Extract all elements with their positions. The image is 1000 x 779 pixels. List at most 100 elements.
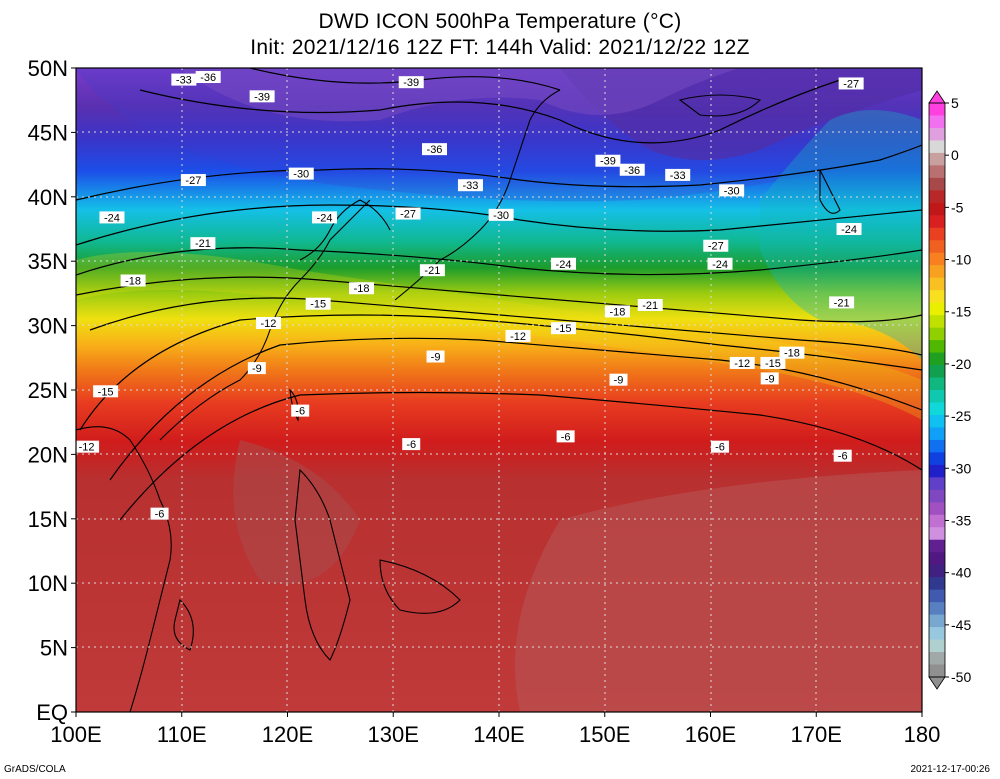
contour-label-bg: [719, 184, 745, 197]
contour-label-bg: [488, 208, 514, 221]
contour-label: -24: [712, 259, 728, 271]
footer-credit: GrADS/COLA: [4, 764, 66, 775]
contour-label-bg: [349, 282, 375, 295]
longitude-axis: 100E 110E 120E 130E 140E 150E 160E 170E 180: [50, 712, 940, 747]
colorbar-swatch: [929, 577, 945, 591]
contour-label: -15: [98, 386, 114, 398]
colorbar-swatch: [929, 614, 945, 628]
colorbar-label: -10: [951, 252, 971, 268]
colorbar-label: 5: [951, 95, 959, 111]
lon-tick-label: 170E: [791, 722, 842, 747]
colorbar-swatch: [929, 190, 945, 204]
contour-label-bg: [637, 298, 663, 311]
contour-label-bg: [288, 167, 314, 180]
colorbar-swatch: [929, 402, 945, 416]
contour-label: -15: [310, 299, 326, 311]
colorbar-swatch: [929, 464, 945, 478]
contour-label: -6: [561, 431, 571, 443]
colorbar-swatch: [929, 240, 945, 254]
contour-label: -30: [493, 210, 509, 222]
contour-label: -6: [715, 442, 725, 454]
contour-label: -9: [431, 352, 441, 364]
lon-tick-label: 150E: [579, 722, 630, 747]
contour-label: -27: [708, 241, 724, 253]
contour-label: -39: [254, 91, 270, 103]
contour-labels: -33 -36 -39 -39 -27 -36 -39 -36 -33 -30 -33 -30 -27 -…: [74, 71, 864, 521]
colorbar-swatch: [929, 664, 945, 678]
colorbar-arrow-top: [928, 90, 946, 104]
lon-tick-label: 120E: [262, 722, 313, 747]
lat-tick-label: 15N: [28, 507, 68, 532]
colorbar-swatch: [929, 103, 945, 116]
colorbar-swatch: [929, 315, 945, 329]
colorbar-swatch: [929, 414, 945, 428]
colorbar-swatch: [929, 365, 945, 379]
contour-label-bg: [619, 163, 645, 176]
contour-label-bg: [836, 223, 862, 235]
colorbar-swatch: [929, 627, 945, 641]
contour-label-bg: [120, 274, 146, 287]
contour-label-bg: [171, 73, 197, 86]
contour-label: -21: [834, 297, 850, 309]
contour-label: -9: [614, 375, 624, 387]
contour-label: -18: [784, 348, 800, 360]
contour-label-bg: [99, 211, 125, 224]
contour-label: -30: [724, 185, 740, 197]
lat-tick-label: EQ: [36, 700, 68, 725]
contour-label-bg: [150, 507, 169, 520]
colorbar-swatch: [929, 489, 945, 503]
coastlines: [76, 89, 841, 712]
colorbar-swatch: [929, 527, 945, 541]
colorbar-swatch: [929, 290, 945, 304]
contour-label-bg: [426, 350, 445, 363]
colorbar-swatch: [929, 165, 945, 179]
colorbar-label: -35: [951, 512, 971, 528]
contour-label: -33: [176, 75, 192, 87]
contour-label: -36: [200, 72, 216, 84]
lat-tick-label: 5N: [40, 636, 68, 661]
contour-label: -21: [424, 265, 440, 277]
colorbar-swatch: [929, 127, 945, 141]
lat-tick-label: 40N: [28, 185, 68, 210]
contour-label-bg: [760, 372, 779, 385]
colorbar-swatch: [929, 539, 945, 553]
contour-label-bg: [190, 237, 216, 250]
contour-label: -24: [317, 212, 333, 224]
contour-label-bg: [74, 440, 100, 453]
contour-label: -39: [600, 156, 616, 168]
contour-label-bg: [556, 430, 575, 443]
colorbar-label: -20: [951, 356, 971, 372]
contour-label-bg: [402, 438, 421, 451]
contour-label: -24: [104, 212, 120, 224]
contour-label-bg: [551, 257, 577, 270]
colorbar-swatch: [929, 652, 945, 666]
colorbar-frame: [928, 102, 946, 678]
colorbar-label: -45: [951, 617, 971, 633]
lon-tick-label: 130E: [368, 722, 419, 747]
colorbar-swatch: [929, 115, 945, 129]
contour-label-bg: [305, 297, 331, 310]
colorbar-swatch: [929, 390, 945, 403]
contour-label: -27: [400, 209, 416, 221]
lon-tick-label: 100E: [50, 722, 101, 747]
contour-label: -6: [295, 406, 305, 418]
colorbar-arrow-bottom: [928, 676, 946, 690]
contour-label-bg: [93, 385, 119, 398]
lat-tick-label: 30N: [28, 314, 68, 339]
contour-label-bg: [779, 346, 805, 359]
contour-label: -36: [624, 165, 640, 177]
colorbar-label: 0: [951, 147, 959, 163]
contour-label: -36: [427, 144, 443, 156]
contour-label-bg: [505, 329, 531, 342]
contour-label: -27: [843, 78, 859, 90]
colorbar-swatch: [929, 252, 945, 266]
latitude-axis: EQ 5N 10N 15N 20N 25N 30N 35N 40N 45N 50N: [28, 56, 76, 725]
contour-label: -24: [556, 259, 572, 271]
contour-label: -18: [354, 283, 370, 295]
colorbar-swatch: [929, 302, 945, 316]
contour-label: -6: [838, 451, 848, 463]
colorbar-swatch: [929, 514, 945, 528]
contour-label-bg: [604, 305, 630, 318]
contour-label: -15: [556, 323, 572, 335]
colorbar-swatch: [929, 340, 945, 354]
